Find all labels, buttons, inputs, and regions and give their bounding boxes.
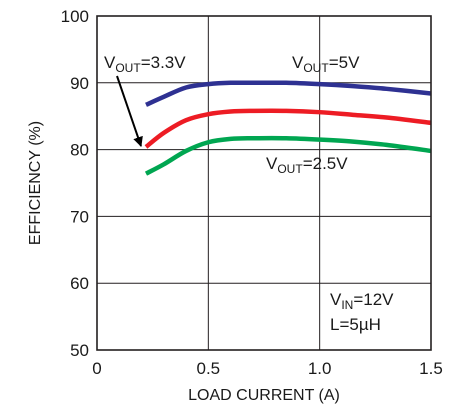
y-axis-label: EFFICIENCY (%) [27, 121, 44, 245]
annotation-vin-tail: =12V [353, 290, 394, 309]
series-line-1 [144, 108, 432, 149]
annotation-vout-2v5-main: V [266, 154, 278, 173]
x-axis-label: LOAD CURRENT (A) [188, 387, 340, 404]
annotation-vout-3v3: VOUT=3.3V [104, 53, 186, 75]
y-tick-label: 50 [70, 341, 89, 360]
annotation-vin: VIN=12V [330, 290, 394, 312]
y-tick-label: 60 [70, 274, 89, 293]
annotation-vout-2v5-sub: OUT [277, 162, 303, 176]
x-tick-labels: 0 0.5 1.0 1.5 [92, 359, 443, 378]
x-tick-label: 0 [92, 359, 101, 378]
annotation-vout-3v3-tail: =3.3V [141, 53, 187, 72]
plot-frame [96, 15, 432, 351]
annotation-vout-3v3-main: V [104, 53, 116, 72]
annotation-vout-5v-sub: OUT [303, 61, 329, 75]
annotation-vout-3v3-sub: OUT [115, 61, 141, 75]
series-group [144, 80, 432, 176]
y-tick-label: 70 [70, 207, 89, 226]
y-tick-labels: 50 60 70 80 90 100 [61, 7, 89, 360]
annotation-vout-2v5-tail: =2.5V [303, 154, 349, 173]
y-tick-label: 80 [70, 141, 89, 160]
y-tick-label: 90 [70, 74, 89, 93]
annotation-vin-main: V [330, 290, 342, 309]
series-line-0 [145, 80, 432, 107]
x-tick-label: 0.5 [197, 359, 221, 378]
x-tick-label: 1.5 [419, 359, 443, 378]
y-tick-label: 100 [61, 7, 89, 26]
annotation-vout-5v-main: V [292, 53, 304, 72]
annotation-vout-5v: VOUT=5V [292, 53, 360, 75]
annotation-vout-2v5: VOUT=2.5V [266, 154, 348, 176]
annotation-arrow [116, 75, 143, 147]
annotation-vout-5v-tail: =5V [329, 53, 360, 72]
series-line-2 [144, 135, 432, 176]
x-tick-label: 1.0 [308, 359, 332, 378]
annotation-inductor: L=5µH [330, 315, 381, 334]
annotation-vin-sub: IN [341, 298, 353, 312]
